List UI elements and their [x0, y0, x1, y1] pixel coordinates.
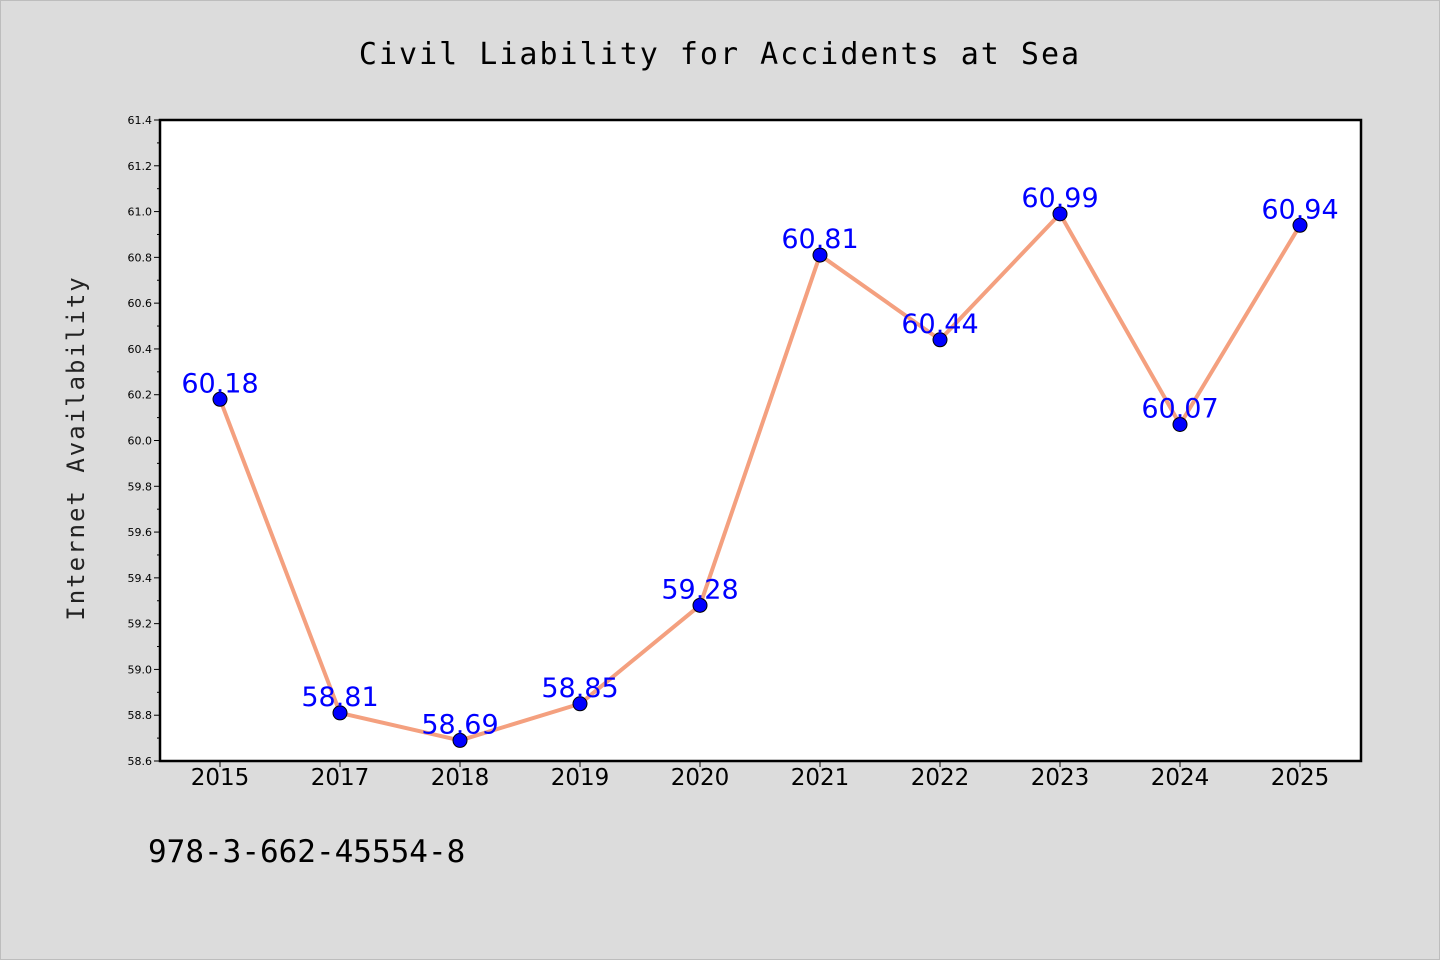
x-tick-label: 2020 [671, 765, 730, 791]
data-point [332, 705, 348, 721]
y-tick-label: 60.4 [128, 343, 153, 356]
y-tick-label: 60.0 [128, 435, 153, 448]
x-axis: 2015 2017 2018 2019 2020 2021 2022 2023 2024 2025 [191, 761, 1330, 791]
y-tick-label: 58.8 [128, 709, 153, 722]
data-label: 60.07 [1141, 393, 1218, 424]
y-axis: 58.6 58.8 59.0 59.2 59.4 59.6 59.8 60.0 60.2 60.4… [128, 114, 160, 768]
data-point [1292, 217, 1308, 233]
plot-area [158, 118, 1363, 763]
x-tick-label: 2025 [1271, 765, 1330, 791]
x-tick-label: 2022 [911, 765, 970, 791]
y-tick-label: 61.0 [128, 206, 153, 219]
isbn-text: 978-3-662-45554-8 [148, 834, 466, 870]
data-label: 58.85 [541, 673, 618, 704]
data-labels-layer: 60.18 58.81 58.69 58.85 59.28 60.81 60.44 60.99… [181, 183, 1338, 741]
data-label: 58.69 [421, 709, 498, 740]
data-label: 60.94 [1261, 194, 1338, 225]
y-tick-label: 59.4 [128, 572, 153, 585]
y-tick-label: 61.2 [128, 160, 153, 173]
data-point [932, 332, 948, 348]
x-tick-label: 2024 [1151, 765, 1210, 791]
x-tick-label: 2018 [431, 765, 490, 791]
y-tick-label: 60.8 [128, 251, 153, 264]
y-tick-label: 59.2 [128, 618, 153, 631]
y-tick-label: 59.6 [128, 526, 153, 539]
data-label: 60.44 [901, 309, 978, 340]
x-tick-label: 2019 [551, 765, 610, 791]
series-layer [212, 206, 1308, 748]
x-tick-label: 2015 [191, 765, 250, 791]
y-tick-label: 60.2 [128, 389, 153, 402]
data-label: 60.81 [781, 224, 858, 255]
y-tick-label: 59.8 [128, 480, 153, 493]
data-label: 58.81 [301, 682, 378, 713]
series-line [218, 211, 1302, 743]
data-point [452, 732, 468, 748]
x-tick-label: 2021 [791, 765, 850, 791]
data-label: 60.18 [181, 368, 258, 399]
x-tick-label: 2023 [1031, 765, 1090, 791]
data-point [1052, 206, 1068, 222]
y-axis-label: Internet Availability [62, 275, 90, 620]
x-tick-label: 2017 [311, 765, 370, 791]
chart-title: Civil Liability for Accidents at Sea [359, 37, 1081, 72]
data-point [212, 391, 228, 407]
data-point [812, 247, 828, 263]
y-tick-label: 61.4 [128, 114, 153, 127]
y-tick-label: 58.6 [128, 755, 153, 768]
y-tick-label: 59.0 [128, 663, 153, 676]
data-label: 60.99 [1021, 183, 1098, 214]
y-tick-label: 60.6 [128, 297, 153, 310]
data-point [692, 597, 708, 613]
data-label: 59.28 [661, 574, 738, 605]
data-point [1172, 416, 1188, 432]
data-point [572, 696, 588, 712]
